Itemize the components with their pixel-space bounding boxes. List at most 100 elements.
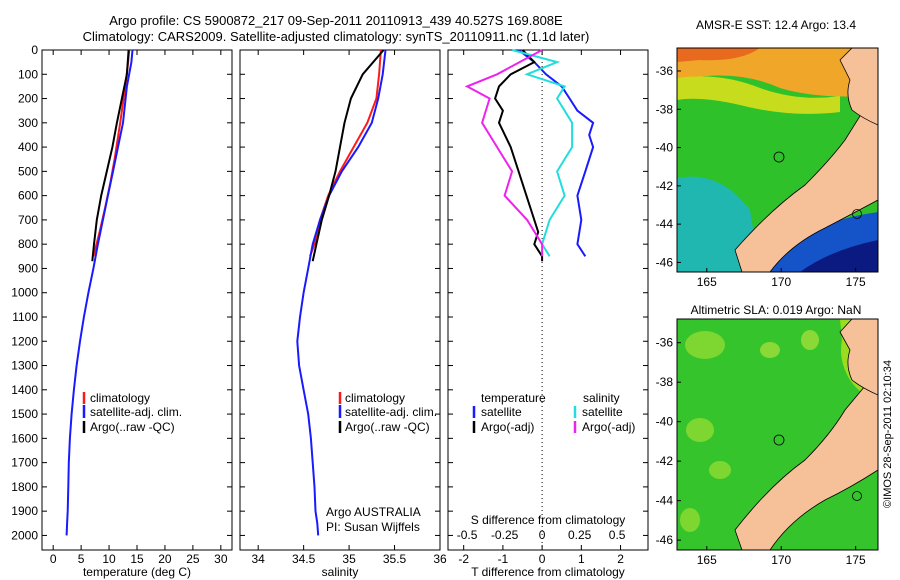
- salinity-panel-frame: [239, 49, 441, 551]
- y-tick-label: 1500: [11, 407, 38, 421]
- legend-label-sal-argo: Argo(-adj): [582, 420, 635, 434]
- y-tick-label: 300: [18, 116, 38, 130]
- sst-secondary-marker: [852, 209, 862, 219]
- y-tick-label: 100: [18, 67, 38, 81]
- y-tick-label: 1600: [11, 431, 38, 445]
- sla-secondary-marker: [852, 491, 862, 501]
- sst-map-image: [677, 48, 878, 272]
- x-tick-label: -1: [498, 552, 509, 566]
- y-tick-label: 2000: [11, 528, 38, 542]
- y-tick-label: 200: [18, 92, 38, 106]
- sst-south-island: [734, 99, 878, 272]
- temperature-legend: climatology satellite-adj. clim. Argo(..…: [82, 391, 182, 434]
- sst-map-frame: [676, 47, 879, 273]
- x-top-tick-label: 0.25: [568, 528, 592, 542]
- map-x-tick-label: 175: [846, 553, 866, 567]
- y-tick-label: 1000: [11, 286, 38, 300]
- x-tick-label: 30: [214, 552, 228, 566]
- series-line-1: [296, 49, 387, 536]
- y-tick-label: 500: [18, 164, 38, 178]
- figure-title-line2: Climatology: CARS2009. Satellite-adjuste…: [83, 29, 590, 44]
- sla-blob: [760, 342, 780, 358]
- x-tick-label: -2: [458, 552, 469, 566]
- x-tick-label: 34.5: [292, 552, 316, 566]
- x-tick-label: 36: [433, 552, 447, 566]
- map-x-tick-label: 165: [697, 275, 717, 289]
- map-x-tick-label: 175: [846, 275, 866, 289]
- legend-label-climatology: climatology: [90, 391, 150, 405]
- salinity-legend: climatology satellite-adj. clim. Argo(..…: [326, 391, 437, 534]
- sla-blob: [686, 418, 714, 442]
- sla-map-image: [677, 319, 878, 550]
- sst-warmest-band: [677, 48, 760, 62]
- x-tick-label: 25: [186, 552, 200, 566]
- legend-label-sal-satellite: satellite: [582, 405, 623, 419]
- series-line-salinity-3: [464, 49, 544, 257]
- y-tick-label: 800: [18, 237, 38, 251]
- y-tick-label: 600: [18, 189, 38, 203]
- map-y-tick-label: -42: [656, 454, 674, 468]
- x-tick-label: 35.5: [383, 552, 407, 566]
- y-tick-label: 700: [18, 213, 38, 227]
- x-tick-label: 34: [252, 552, 266, 566]
- legend-label-climatology: climatology: [345, 391, 405, 405]
- map-y-tick-label: -36: [656, 336, 674, 350]
- map-x-tick-label: 170: [771, 275, 791, 289]
- difference-panel-frame: [447, 49, 649, 551]
- sla-map-frame: [676, 318, 879, 551]
- x-axis-label: salinity: [322, 565, 359, 579]
- x-tick-label: 1: [578, 552, 585, 566]
- y-tick-label: 0: [31, 43, 38, 57]
- sla-blob: [801, 330, 819, 350]
- legend-label-satellite: satellite-adj. clim.: [345, 405, 437, 419]
- series-line-salinity-2: [511, 49, 574, 257]
- legend-label-satellite: satellite-adj. clim.: [90, 405, 182, 419]
- legend-label-argo: Argo(..raw -QC): [90, 420, 175, 434]
- x-top-tick-label: 0.5: [609, 528, 626, 542]
- map-x-tick-label: 170: [771, 553, 791, 567]
- y-tick-label: 1300: [11, 359, 38, 373]
- x-tick-label: 2: [617, 552, 624, 566]
- s-difference-axis-label: S difference from climatology: [471, 513, 626, 527]
- map-y-tick-label: -38: [656, 102, 674, 116]
- series-line-1: [65, 49, 134, 536]
- sst-warm-north: [677, 48, 878, 97]
- map-y-tick-label: -40: [656, 415, 674, 429]
- x-tick-label: 35: [342, 552, 356, 566]
- temperature-chart: 0 5 10 15 20 25 300100200300400500600700800900…: [11, 43, 232, 579]
- x-top-tick-label: -0.25: [491, 528, 519, 542]
- y-tick-label: 900: [18, 261, 38, 275]
- salinity-chart: 34 34.5 35 35.5 36 salinity: [240, 49, 447, 579]
- legend-label-temp-satellite: satellite: [481, 405, 522, 419]
- map-y-tick-label: -46: [656, 533, 674, 547]
- map-x-tick-label: 165: [697, 553, 717, 567]
- legend-label-argo: Argo(..raw -QC): [345, 420, 430, 434]
- map-y-tick-label: -40: [656, 141, 674, 155]
- map-y-tick-label: -36: [656, 64, 674, 78]
- argo-australia-annotation: Argo AUSTRALIA: [326, 505, 421, 519]
- sla-argo-marker: [773, 434, 785, 446]
- sla-blob: [680, 508, 700, 532]
- pi-annotation: PI: Susan Wijffels: [326, 520, 420, 534]
- sla-map-axes: 165 170 175 -36 -38 -40 -42 -44 -46: [656, 336, 866, 567]
- legend-header-temperature: temperature: [481, 391, 546, 405]
- x-axis-label: T difference from climatology: [471, 565, 625, 579]
- temperature-panel-frame: [41, 49, 233, 551]
- y-tick-label: 1700: [11, 456, 38, 470]
- x-tick-label: 0: [539, 552, 546, 566]
- legend-label-temp-argo: Argo(-adj): [481, 420, 534, 434]
- map-y-tick-label: -44: [656, 217, 674, 231]
- y-tick-label: 1100: [12, 310, 38, 324]
- map-y-tick-label: -44: [656, 494, 674, 508]
- sla-blob: [709, 461, 731, 479]
- y-tick-label: 1400: [11, 383, 38, 397]
- x-tick-label: 10: [102, 552, 116, 566]
- x-top-tick-label: -0.5: [457, 528, 478, 542]
- difference-chart: -2 -1 0 1 2T difference from climatology -0.5…: [448, 49, 648, 579]
- series-line-2: [311, 49, 385, 262]
- sla-blob: [685, 331, 725, 359]
- x-tick-label: 20: [158, 552, 172, 566]
- sst-map-axes: 165 170 175 -36 -38 -40 -42 -44 -46: [656, 64, 866, 289]
- x-tick-label: 5: [78, 552, 85, 566]
